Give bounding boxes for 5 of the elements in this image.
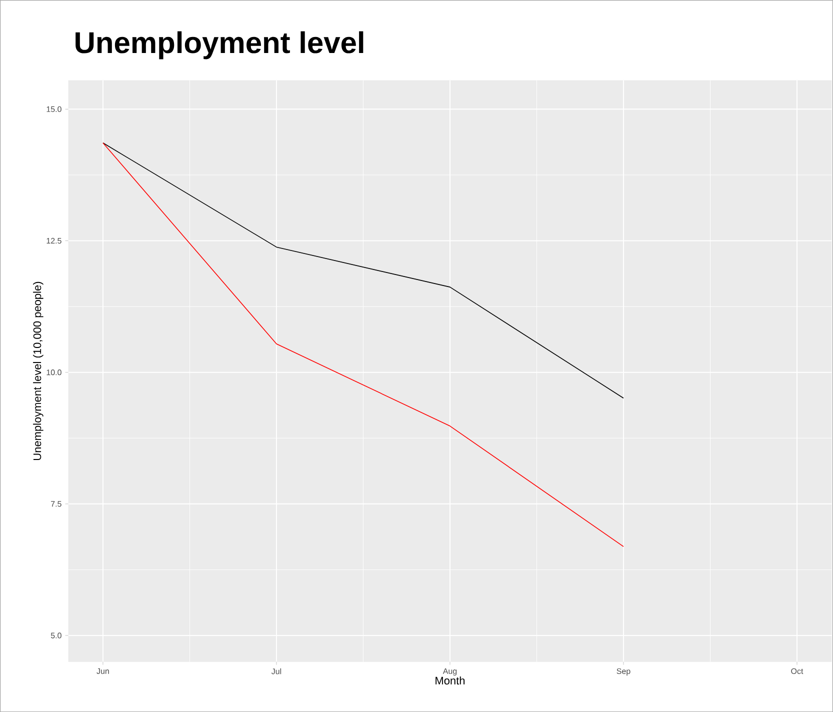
y-axis-title: Unemployment level (10,000 people): [33, 282, 44, 460]
chart-title: Unemployment level: [76, 31, 364, 60]
x-axis-title: Month: [436, 676, 465, 684]
line-series: [102, 142, 624, 547]
line-series: [102, 142, 624, 398]
